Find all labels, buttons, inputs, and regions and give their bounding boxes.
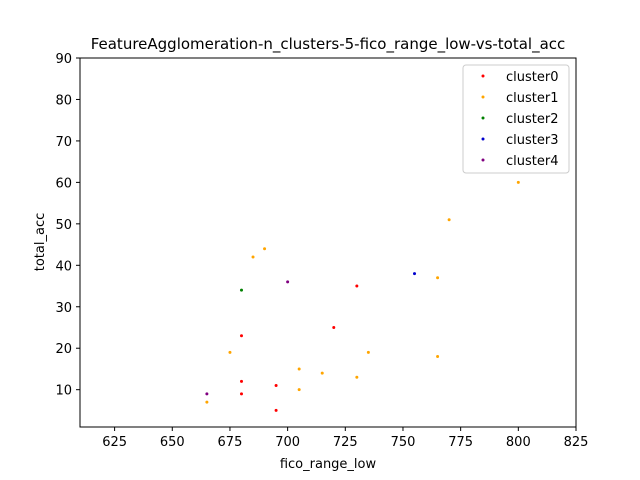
- legend-entry-cluster1: cluster1: [506, 91, 558, 106]
- cluster1-point: [355, 375, 359, 379]
- y-tick-label: 80: [55, 93, 72, 108]
- x-tick-label: 750: [391, 435, 416, 450]
- x-tick-label: 775: [448, 435, 473, 450]
- cluster0-point: [239, 334, 243, 338]
- x-axis-label: fico_range_low: [280, 457, 377, 472]
- x-tick-label: 650: [160, 435, 185, 450]
- cluster1-point: [436, 276, 440, 280]
- cluster4-legend-marker: [481, 158, 485, 162]
- scatter-points: [205, 180, 520, 412]
- y-tick-label: 90: [55, 52, 72, 67]
- y-tick-label: 10: [55, 384, 72, 399]
- cluster1-point: [251, 255, 255, 259]
- cluster0-point: [332, 325, 336, 329]
- cluster0-point: [239, 379, 243, 383]
- cluster1-point: [447, 218, 451, 222]
- cluster2-point: [239, 288, 243, 292]
- x-tick-label: 625: [102, 435, 127, 450]
- x-tick-label: 825: [564, 435, 589, 450]
- y-tick-label: 70: [55, 135, 72, 150]
- legend-entry-cluster4: cluster4: [506, 154, 558, 169]
- legend-frame: [462, 64, 570, 174]
- legend-entry-cluster2: cluster2: [506, 112, 558, 127]
- y-tick-label: 30: [55, 301, 72, 316]
- y-tick-label: 50: [55, 218, 72, 233]
- cluster4-point: [205, 392, 209, 396]
- cluster2-legend-marker: [481, 116, 485, 120]
- chart-title: FeatureAgglomeration-n_clusters-5-fico_r…: [91, 35, 566, 54]
- x-tick-label: 725: [333, 435, 358, 450]
- cluster0-point: [355, 284, 359, 288]
- y-tick-label: 40: [55, 259, 72, 274]
- x-tick-label: 675: [218, 435, 243, 450]
- cluster1-point: [320, 371, 324, 375]
- x-tick-label: 800: [506, 435, 531, 450]
- legend: cluster0 cluster1 cluster2 cluster3 cluster4: [462, 64, 570, 174]
- cluster1-point: [436, 355, 440, 359]
- cluster0-point: [274, 408, 278, 412]
- y-tick-label: 20: [55, 342, 72, 357]
- cluster0-point: [239, 392, 243, 396]
- x-tick-label: 700: [275, 435, 300, 450]
- plot-frame: [79, 57, 577, 428]
- cluster1-point: [228, 350, 232, 354]
- legend-entry-cluster0: cluster0: [506, 70, 558, 85]
- cluster1-point: [297, 388, 301, 392]
- plot-area: [79, 57, 577, 428]
- cluster3-legend-marker: [481, 137, 485, 141]
- cluster1-legend-marker: [481, 95, 485, 99]
- y-axis: 10 20 30 40 50 60 70 80 90: [55, 52, 80, 399]
- cluster0-legend-marker: [481, 74, 485, 78]
- cluster1-point: [366, 350, 370, 354]
- cluster4-point: [286, 280, 290, 284]
- x-axis: 625 650 675 700 725 750 775 800 825: [102, 427, 588, 450]
- y-tick-label: 60: [55, 176, 72, 191]
- cluster1-point: [516, 180, 520, 184]
- legend-entry-cluster3: cluster3: [506, 133, 558, 148]
- cluster1-point: [297, 367, 301, 371]
- cluster1-point: [205, 400, 209, 404]
- cluster1-point: [263, 247, 267, 251]
- cluster3-point: [413, 272, 417, 276]
- cluster0-point: [274, 384, 278, 388]
- y-axis-label: total_acc: [33, 213, 48, 272]
